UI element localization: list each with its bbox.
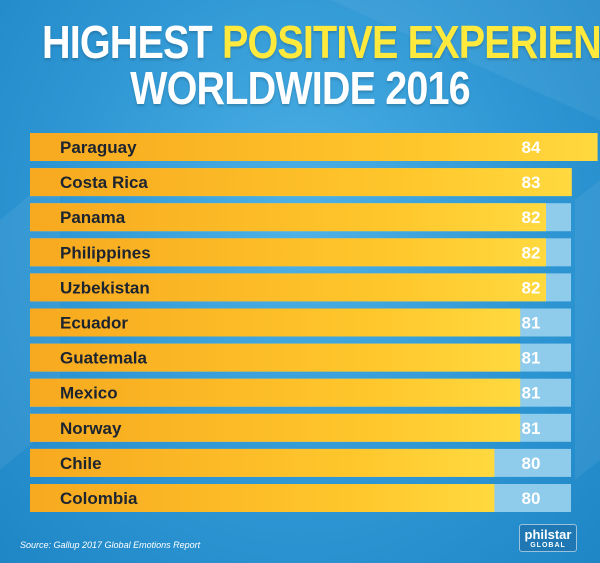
value-label: 82 <box>522 243 541 262</box>
category-label: Mexico <box>60 384 118 403</box>
bar <box>30 378 521 407</box>
value-label: 81 <box>522 419 541 438</box>
value-label: 82 <box>522 278 541 297</box>
category-label: Chile <box>60 454 102 473</box>
bar <box>30 238 546 267</box>
bar <box>30 168 572 197</box>
bar <box>30 273 546 302</box>
bar <box>30 133 598 161</box>
value-label: 83 <box>522 173 541 192</box>
value-label: 82 <box>522 208 541 227</box>
bar <box>30 484 495 512</box>
bar <box>30 308 521 337</box>
value-label: 80 <box>522 489 541 508</box>
title-highlight: POSITIVE EXPERIENCES <box>221 16 600 68</box>
category-label: Paraguay <box>60 138 137 157</box>
category-label: Norway <box>60 419 122 438</box>
philstar-logo: philstar GLOBAL <box>519 524 577 552</box>
source-note: Source: Gallup 2017 Global Emotions Repo… <box>20 540 201 550</box>
value-label: 84 <box>522 138 541 157</box>
category-label: Colombia <box>60 489 138 508</box>
title-line-1: HIGHEST POSITIVE EXPERIENCES <box>42 16 600 68</box>
category-label: Guatemala <box>60 349 147 368</box>
bar <box>30 413 521 442</box>
category-label: Panama <box>60 208 126 227</box>
category-label: Costa Rica <box>60 173 148 192</box>
category-label: Philippines <box>60 243 151 262</box>
title-prefix: HIGHEST <box>42 16 213 68</box>
value-label: 80 <box>522 454 541 473</box>
bar <box>30 203 546 232</box>
logo-brand: philstar <box>524 527 572 542</box>
title-line-2: WORLDWIDE 2016 <box>130 62 471 114</box>
value-label: 81 <box>522 349 541 368</box>
value-label: 81 <box>522 384 541 403</box>
bar <box>30 448 495 477</box>
bar <box>30 343 521 372</box>
category-label: Ecuador <box>60 314 128 333</box>
category-label: Uzbekistan <box>60 278 150 297</box>
logo-sub: GLOBAL <box>530 542 566 549</box>
value-label: 81 <box>522 314 541 333</box>
